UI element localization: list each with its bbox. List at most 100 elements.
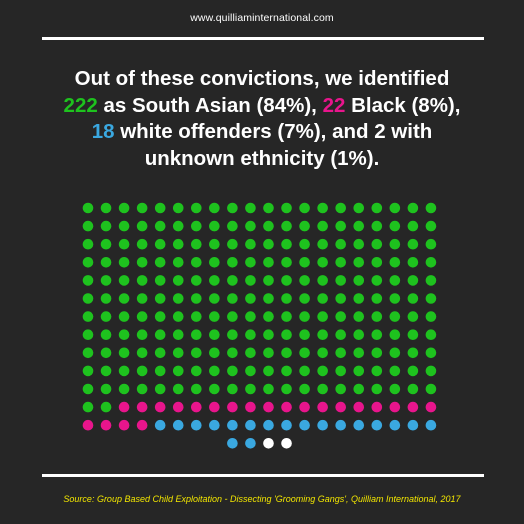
dot-south-asian (263, 311, 274, 322)
dot-south-asian (317, 202, 328, 214)
dot-south-asian (335, 275, 347, 286)
dot-south-asian (425, 365, 437, 377)
dot-south-asian (353, 257, 365, 268)
dot-black (335, 401, 347, 413)
dot-south-asian (245, 202, 256, 214)
dot-south-asian (136, 329, 148, 341)
dot-south-asian (407, 347, 419, 359)
dot-white-offenders (263, 419, 274, 431)
dot-south-asian (353, 293, 365, 304)
dot-south-asian (281, 275, 292, 286)
dot-south-asian (245, 311, 256, 322)
dot-south-asian (136, 220, 148, 232)
dot-south-asian (317, 257, 328, 268)
dot-south-asian (299, 257, 310, 268)
dot-south-asian (407, 293, 419, 304)
dot-south-asian (118, 293, 130, 304)
dot-south-asian (407, 311, 419, 322)
dot-south-asian (118, 347, 130, 359)
dot-south-asian (172, 220, 184, 232)
dot-south-asian (281, 220, 292, 232)
dot-black (118, 401, 130, 413)
dot-south-asian (118, 220, 130, 232)
dot-south-asian (281, 238, 292, 250)
dot-south-asian (425, 202, 437, 214)
dot-south-asian (317, 383, 328, 395)
dot-south-asian (209, 257, 220, 268)
dot-white-offenders (191, 419, 202, 431)
top-divider (42, 37, 484, 40)
white-label: white offenders (7%), and 2 with (114, 120, 433, 143)
dot-south-asian (407, 383, 419, 395)
dot-south-asian (136, 202, 148, 214)
dot-south-asian (209, 238, 220, 250)
dot-south-asian (353, 202, 365, 214)
dot-black (154, 401, 166, 413)
dot-south-asian (82, 383, 94, 395)
dot-white-offenders (245, 419, 256, 431)
dot-south-asian (353, 365, 365, 377)
dot-south-asian (172, 202, 184, 214)
dot-south-asian (245, 275, 256, 286)
dot-south-asian (317, 293, 328, 304)
dot-south-asian (154, 202, 166, 214)
dot-south-asian (263, 293, 274, 304)
dot-south-asian (299, 383, 310, 395)
dot-south-asian (100, 347, 112, 359)
dot-south-asian (389, 220, 401, 232)
dot-south-asian (227, 220, 238, 232)
dot-south-asian (353, 238, 365, 250)
dot-south-asian (407, 365, 419, 377)
dot-south-asian (335, 311, 347, 322)
dot-south-asian (371, 220, 383, 232)
dot-south-asian (263, 238, 274, 250)
dot-south-asian (371, 347, 383, 359)
dot-south-asian (191, 257, 202, 268)
dot-south-asian (82, 220, 94, 232)
dot-south-asian (335, 383, 347, 395)
dot-white-offenders (407, 419, 419, 431)
dot-south-asian (82, 365, 94, 377)
dot-black (136, 401, 148, 413)
dot-south-asian (100, 275, 112, 286)
dot-black (136, 419, 148, 431)
dot-south-asian (154, 365, 166, 377)
dot-unknown-ethnicity (263, 438, 274, 449)
dot-south-asian (389, 257, 401, 268)
dot-south-asian (227, 293, 238, 304)
dot-south-asian (209, 220, 220, 232)
dot-white-offenders (317, 419, 328, 431)
dot-south-asian (82, 257, 94, 268)
dot-white-offenders (154, 419, 166, 431)
dot-south-asian (299, 365, 310, 377)
dot-south-asian (263, 365, 274, 377)
dot-south-asian (317, 238, 328, 250)
dot-south-asian (136, 275, 148, 286)
dot-black (118, 419, 130, 431)
dot-south-asian (209, 365, 220, 377)
dot-south-asian (100, 311, 112, 322)
headline-line-3: 18 white offenders (7%), and 2 with (20, 119, 504, 146)
dot-south-asian (317, 329, 328, 341)
dot-south-asian (82, 401, 94, 413)
dot-south-asian (227, 329, 238, 341)
dot-south-asian (154, 293, 166, 304)
dot-south-asian (371, 202, 383, 214)
headline-line-2: 222 as South Asian (84%), 22 Black (8%), (20, 93, 504, 120)
dot-south-asian (425, 347, 437, 359)
dot-south-asian (154, 220, 166, 232)
dot-south-asian (317, 347, 328, 359)
dot-south-asian (299, 275, 310, 286)
dot-south-asian (227, 275, 238, 286)
dot-south-asian (425, 329, 437, 341)
dot-south-asian (227, 238, 238, 250)
dot-white-offenders (353, 419, 365, 431)
dot-south-asian (154, 257, 166, 268)
dot-south-asian (317, 275, 328, 286)
dot-south-asian (263, 347, 274, 359)
dot-south-asian (425, 293, 437, 304)
dot-south-asian (263, 220, 274, 232)
dot-south-asian (353, 329, 365, 341)
dot-south-asian (263, 257, 274, 268)
dot-south-asian (335, 365, 347, 377)
